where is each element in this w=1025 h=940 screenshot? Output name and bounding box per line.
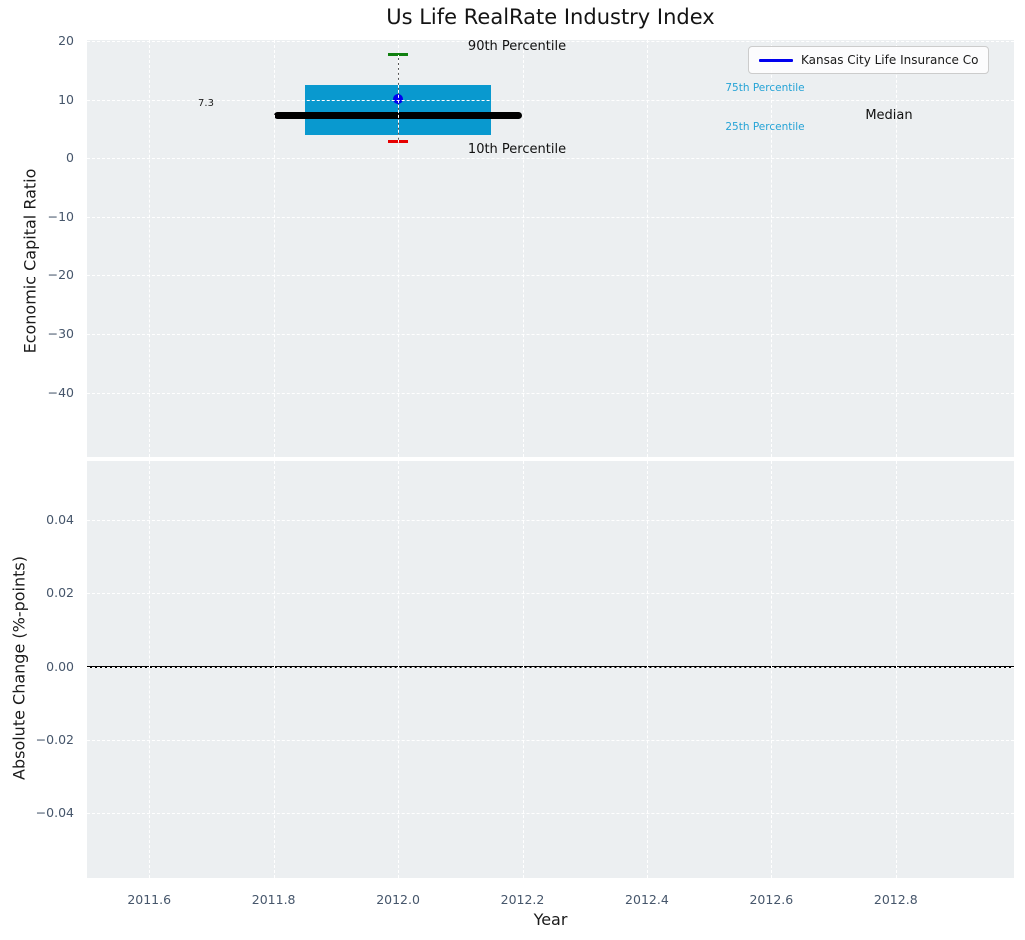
x-tick-label: 2011.6: [127, 892, 172, 907]
y-tick-label: 20: [58, 33, 74, 49]
gridline-y: [87, 158, 1014, 160]
y-tick-label: 10: [58, 91, 74, 107]
gridline-x: [646, 461, 648, 878]
y-tick-label: 0.02: [46, 585, 74, 601]
annotation-10th-percentile: 10th Percentile: [467, 142, 567, 157]
y-tick-label: −20: [47, 267, 74, 283]
gridline-y: [87, 519, 1014, 521]
annotation-median-value: 7.3: [198, 98, 214, 109]
bottom-plot-area: [87, 461, 1014, 878]
zero-line: [87, 665, 1014, 668]
legend-line-swatch: [759, 58, 793, 62]
gridline-x: [149, 40, 151, 457]
gridline-y: [87, 593, 1014, 595]
gridline-x: [646, 40, 648, 457]
y-tick-label: −40: [47, 384, 74, 400]
p90-cap-marker: [388, 53, 409, 57]
x-tick-label: 2011.8: [251, 892, 296, 907]
gridline-x: [895, 40, 897, 457]
gridline-x: [522, 461, 524, 878]
x-tick-label: 2012.0: [376, 892, 420, 907]
legend-label: Kansas City Life Insurance Co: [801, 53, 979, 67]
gridline-y: [87, 216, 1014, 218]
annotation-75th-percentile: 75th Percentile: [725, 82, 805, 94]
x-axis-label: Year: [533, 910, 568, 929]
gridline-y: [87, 99, 1014, 101]
gridline-x: [771, 461, 773, 878]
gridline-x: [771, 40, 773, 457]
gridline-x: [273, 40, 275, 457]
y-axis-label-top: Economic Capital Ratio: [20, 168, 40, 354]
gridline-y: [87, 739, 1014, 741]
gridline-y: [87, 813, 1014, 815]
x-tick-label: 2012.4: [625, 892, 669, 907]
gridline-y: [87, 392, 1014, 394]
annotation-median: Median: [865, 108, 913, 123]
y-tick-label: 0.00: [46, 658, 74, 674]
legend: Kansas City Life Insurance Co: [748, 46, 990, 74]
y-tick-label: −0.02: [35, 731, 74, 747]
gridline-y: [87, 334, 1014, 335]
p10-cap-marker: [388, 139, 409, 143]
page-title: Us Life RealRate Industry Index: [386, 5, 715, 29]
y-tick-label: 0.04: [46, 511, 74, 527]
annotation-25th-percentile: 25th Percentile: [725, 121, 805, 133]
y-tick-label: −30: [47, 326, 74, 341]
gridline-x: [895, 461, 897, 878]
gridline-x: [398, 461, 400, 878]
x-tick-label: 2012.6: [749, 892, 794, 907]
median-line: [273, 112, 523, 120]
x-tick-label: 2012.2: [500, 892, 545, 907]
annotation-90th-percentile: 90th Percentile: [467, 39, 567, 54]
gridline-y: [87, 275, 1014, 277]
gridline-x: [149, 461, 151, 878]
x-tick-label: 2012.8: [873, 892, 918, 907]
top-plot-area: [87, 40, 1014, 457]
y-tick-label: 0: [66, 150, 74, 166]
y-tick-label: −10: [47, 208, 74, 224]
y-tick-label: −0.04: [35, 805, 74, 821]
gridline-x: [522, 40, 524, 457]
gridline-x: [273, 461, 275, 878]
